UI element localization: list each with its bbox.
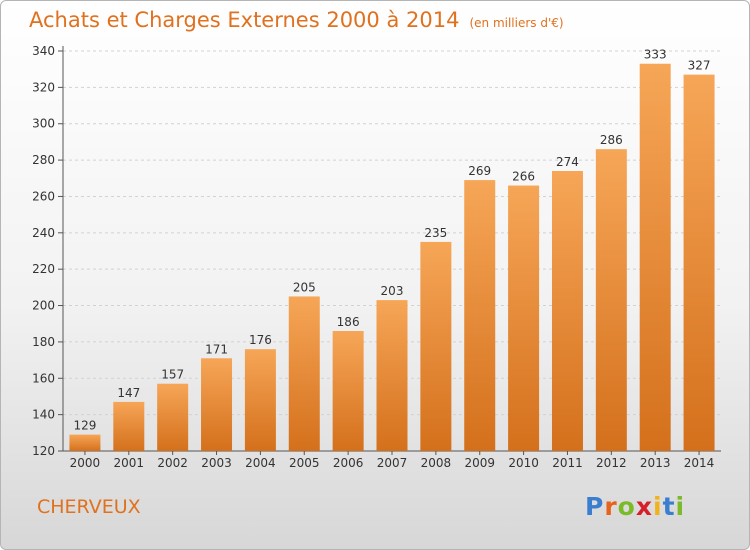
y-tick-label: 120 bbox=[32, 444, 55, 458]
x-tick-label: 2000 bbox=[70, 456, 101, 470]
bar bbox=[551, 171, 583, 451]
x-tick-label: 2007 bbox=[377, 456, 408, 470]
data-label: 235 bbox=[424, 226, 447, 240]
logo-letter: x bbox=[635, 492, 653, 521]
bars bbox=[69, 63, 715, 452]
data-label: 266 bbox=[512, 170, 535, 184]
y-tick-label: 180 bbox=[32, 335, 55, 349]
bar bbox=[244, 349, 276, 451]
bar bbox=[639, 63, 671, 452]
data-label: 186 bbox=[337, 315, 360, 329]
logo-letter: t bbox=[662, 492, 676, 521]
bar bbox=[201, 358, 233, 451]
data-label: 203 bbox=[381, 284, 404, 298]
y-tick-label: 280 bbox=[32, 153, 55, 167]
data-label: 269 bbox=[468, 164, 491, 178]
data-labels: 129 147 157 171 176 205 186 203 235 269 266 274 286 3… bbox=[73, 48, 710, 433]
title-text: Achats et Charges Externes 2000 à 2014 bbox=[29, 8, 460, 32]
data-label: 333 bbox=[644, 48, 667, 62]
proxiti-logo[interactable]: Proxiti bbox=[585, 492, 685, 521]
bar bbox=[332, 331, 364, 451]
data-label: 327 bbox=[688, 59, 711, 73]
commune-name: CHERVEUX bbox=[37, 496, 141, 518]
data-label: 129 bbox=[73, 419, 96, 433]
data-label: 274 bbox=[556, 155, 579, 169]
logo-letter: r bbox=[604, 492, 618, 521]
x-tick-label: 2003 bbox=[201, 456, 232, 470]
y-tick-label: 160 bbox=[32, 371, 55, 385]
y-tick-labels: 120 140 160 180 200 220 240 260 280 300 320 340 bbox=[32, 44, 55, 458]
y-tick-label: 320 bbox=[32, 80, 55, 94]
data-label: 176 bbox=[249, 333, 272, 347]
data-label: 205 bbox=[293, 280, 316, 294]
y-tick-label: 200 bbox=[32, 299, 55, 313]
x-tick-label: 2002 bbox=[157, 456, 188, 470]
bar bbox=[420, 241, 452, 451]
bar bbox=[113, 401, 145, 451]
x-tick-label: 2001 bbox=[114, 456, 145, 470]
x-tick-label: 2010 bbox=[508, 456, 539, 470]
data-label: 286 bbox=[600, 133, 623, 147]
data-label: 157 bbox=[161, 368, 184, 382]
bar bbox=[157, 383, 189, 451]
x-tick-label: 2006 bbox=[333, 456, 364, 470]
chart-title: Achats et Charges Externes 2000 à 2014 (e… bbox=[29, 8, 564, 32]
x-tick-label: 2008 bbox=[421, 456, 452, 470]
bar bbox=[683, 74, 715, 452]
logo-letter: o bbox=[617, 492, 636, 521]
logo-letter: i bbox=[653, 492, 663, 521]
bar bbox=[288, 296, 320, 451]
x-tick-label: 2004 bbox=[245, 456, 276, 470]
x-tick-label: 2005 bbox=[289, 456, 320, 470]
x-tick-label: 2009 bbox=[464, 456, 495, 470]
y-tick-label: 300 bbox=[32, 117, 55, 131]
y-tick-label: 140 bbox=[32, 408, 55, 422]
x-tick-label: 2012 bbox=[596, 456, 627, 470]
data-label: 147 bbox=[117, 386, 140, 400]
y-tick-label: 220 bbox=[32, 262, 55, 276]
x-tick-labels: 2000 2001 2002 2003 2004 2005 2006 2007 2008 2009… bbox=[70, 451, 715, 470]
chart-subtitle: (en milliers d'€) bbox=[469, 16, 564, 30]
bar bbox=[69, 434, 101, 451]
bar bbox=[464, 180, 496, 451]
x-tick-label: 2014 bbox=[684, 456, 715, 470]
y-tick-label: 240 bbox=[32, 226, 55, 240]
bar bbox=[376, 300, 408, 451]
x-tick-label: 2011 bbox=[552, 456, 583, 470]
logo-letter: P bbox=[585, 492, 605, 521]
logo-letter: i bbox=[675, 492, 686, 521]
x-tick-label: 2013 bbox=[640, 456, 671, 470]
bar bbox=[508, 185, 540, 451]
y-tick-label: 340 bbox=[32, 44, 55, 58]
data-label: 171 bbox=[205, 342, 228, 356]
y-tick-label: 260 bbox=[32, 189, 55, 203]
bar bbox=[595, 149, 627, 451]
